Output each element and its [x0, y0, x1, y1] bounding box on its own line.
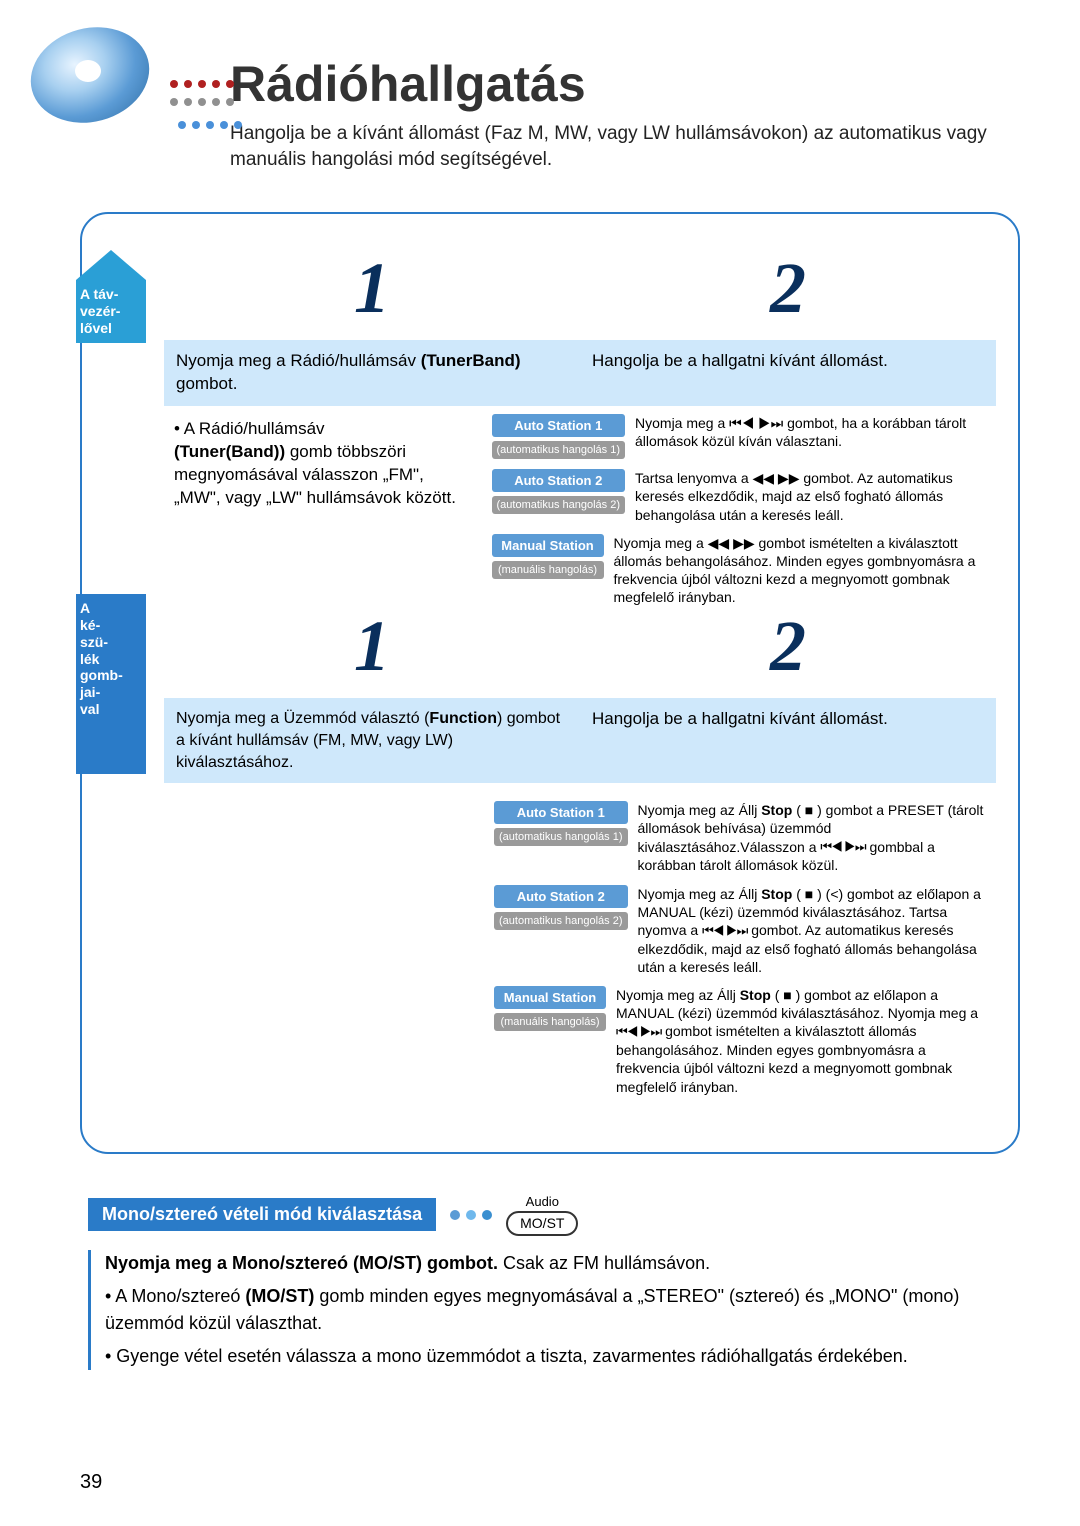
mono-stereo-section: Mono/sztereó vételi mód kiválasztása Aud…: [80, 1194, 1020, 1370]
remote-side-label: A táv- vezér- lővel: [76, 280, 146, 342]
device-stations: Auto Station 1 (automatikus hangolás 1) …: [482, 783, 996, 1121]
device-auto2-row: Auto Station 2 (automatikus hangolás 2) …: [494, 885, 984, 976]
device-auto1-desc: Nyomja meg az Állj Stop ( ■ ) gombot a P…: [638, 801, 984, 874]
page-number: 39: [80, 1471, 102, 1494]
device-step1-text: Nyomja meg a Üzemmód választó (Function)…: [164, 698, 580, 783]
dot-trail-icon: [450, 1210, 492, 1220]
device-auto2-sub: (automatikus hangolás 2): [494, 912, 628, 930]
device-manual-sub: (manuális hangolás): [494, 1013, 606, 1031]
device-auto2-desc: Nyomja meg az Állj Stop ( ■ ) (<) gombot…: [638, 885, 984, 976]
page-title: Rádióhallgatás: [230, 55, 1020, 113]
device-manual-row: Manual Station (manuális hangolás) Nyomj…: [494, 986, 984, 1096]
auto-station-1-sub: (automatikus hangolás 1): [492, 441, 626, 459]
device-numbers-row: 1 2: [164, 602, 996, 698]
remote-step-row: Nyomja meg a Rádió/hullámsáv (TunerBand)…: [164, 340, 996, 406]
cd-disc-graphic: [30, 20, 210, 150]
remote-auto2-row: Auto Station 2 (automatikus hangolás 2) …: [492, 469, 985, 524]
remote-details-row: • A Rádió/hullámsáv (Tuner(Band)) gomb t…: [164, 406, 996, 632]
device-details-row: Auto Station 1 (automatikus hangolás 1) …: [164, 783, 996, 1121]
remote-step2-text: Hangolja be a hallgatni kívánt állomást.: [580, 340, 996, 406]
device-manual-desc: Nyomja meg az Állj Stop ( ■ ) gombot az …: [616, 986, 984, 1096]
remote-auto1-row: Auto Station 1 (automatikus hangolás 1) …: [492, 414, 985, 459]
remote-manual-row: Manual Station (manuális hangolás) Nyomj…: [492, 534, 985, 607]
device-step-number-1: 1: [176, 610, 568, 682]
auto-station-1-tag: Auto Station 1: [492, 414, 626, 437]
device-step2-text: Hangolja be a hallgatni kívánt állomást.: [580, 698, 996, 783]
remote-numbers-row: 1 2: [164, 244, 996, 340]
mono-body: Nyomja meg a Mono/sztereó (MO/ST) gombot…: [88, 1250, 1020, 1370]
mono-heading: Mono/sztereó vételi mód kiválasztása: [88, 1198, 436, 1231]
instruction-panel: A táv- vezér- lővel A ké- szü- lék gomb-…: [80, 212, 1020, 1153]
auto-station-2-tag: Auto Station 2: [492, 469, 626, 492]
device-manual-tag: Manual Station: [494, 986, 606, 1009]
device-auto1-sub: (automatikus hangolás 1): [494, 828, 628, 846]
step-number-1: 1: [176, 252, 568, 324]
device-auto1-tag: Auto Station 1: [494, 801, 628, 824]
manual-station-tag: Manual Station: [492, 534, 604, 557]
auto-station-2-sub: (automatikus hangolás 2): [492, 496, 626, 514]
device-step-number-2: 2: [592, 610, 984, 682]
intro-paragraph: Hangolja be a kívánt állomást (Faz M, MW…: [230, 121, 1020, 172]
device-left-spacer: [164, 783, 482, 1121]
auto-station-2-desc: Tartsa lenyomva a ◀◀ ▶▶ gombot. Az autom…: [635, 469, 984, 524]
device-auto1-row: Auto Station 1 (automatikus hangolás 1) …: [494, 801, 984, 874]
manual-station-sub: (manuális hangolás): [492, 561, 604, 579]
remote-step1-text: Nyomja meg a Rádió/hullámsáv (TunerBand)…: [164, 340, 580, 406]
auto-station-1-desc: Nyomja meg a ⏮◀ ▶⏭ gombot, ha a korábban…: [635, 414, 984, 450]
device-step-row: Nyomja meg a Üzemmód választó (Function)…: [164, 698, 996, 783]
remote-bullet: • A Rádió/hullámsáv (Tuner(Band)) gomb t…: [164, 406, 480, 632]
manual-station-desc: Nyomja meg a ◀◀ ▶▶ gombot ismételten a k…: [614, 534, 985, 607]
device-auto2-tag: Auto Station 2: [494, 885, 628, 908]
most-button-graphic: Audio MO/ST: [506, 1194, 578, 1236]
device-side-label: A ké- szü- lék gomb- jai- val: [76, 594, 146, 774]
remote-stations: Auto Station 1 (automatikus hangolás 1) …: [480, 406, 997, 632]
step-number-2: 2: [592, 252, 984, 324]
